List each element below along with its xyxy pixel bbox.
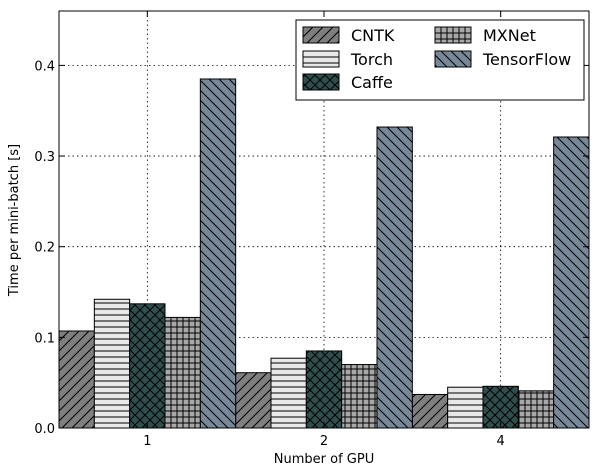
bar-hatch [93,298,131,429]
bar-hatch [517,390,555,429]
legend-swatch-hatch [302,50,340,68]
bar-hatch [199,78,237,429]
bars [58,78,590,429]
legend-swatch-hatch [434,26,472,44]
legend: CNTK Torch Caffe MXNet TensorFlow [295,19,585,101]
legend-swatch-hatch [434,50,472,68]
bar-hatch [235,372,272,429]
legend-label: CNTK [351,26,395,45]
bar-hatch [129,303,166,429]
x-tick-label: 4 [497,434,505,449]
x-axis-label: Number of GPU [274,452,374,467]
x-tick-label: 2 [320,434,328,449]
bar-hatch [447,386,484,429]
legend-label: Caffe [351,73,393,92]
bar-hatch [270,357,307,429]
bar-hatch [376,126,413,429]
bar-hatch [553,136,590,429]
legend-label: MXNet [483,26,536,45]
y-tick-label: 0.0 [34,422,55,437]
bar-hatch [305,350,343,429]
legend-label: Torch [350,50,393,69]
y-tick-label: 0.2 [34,241,55,256]
bar-hatch [341,364,378,429]
bar-hatch [58,330,95,429]
bar-hatch [482,385,519,429]
bar-hatch [411,393,449,429]
y-axis-label: Time per mini-batch [s] [7,144,22,297]
legend-label: TensorFlow [482,50,571,69]
y-tick-label: 0.1 [34,331,55,346]
y-axis: 0.0 0.1 0.2 0.3 0.4 [34,59,589,437]
legend-swatch-hatch [302,73,340,91]
x-axis: 1 2 4 [143,11,505,449]
y-tick-label: 0.4 [34,59,55,74]
bar-hatch [164,316,201,429]
x-tick-label: 1 [143,434,151,449]
y-tick-label: 0.3 [34,150,55,165]
legend-swatch-hatch [302,26,340,44]
